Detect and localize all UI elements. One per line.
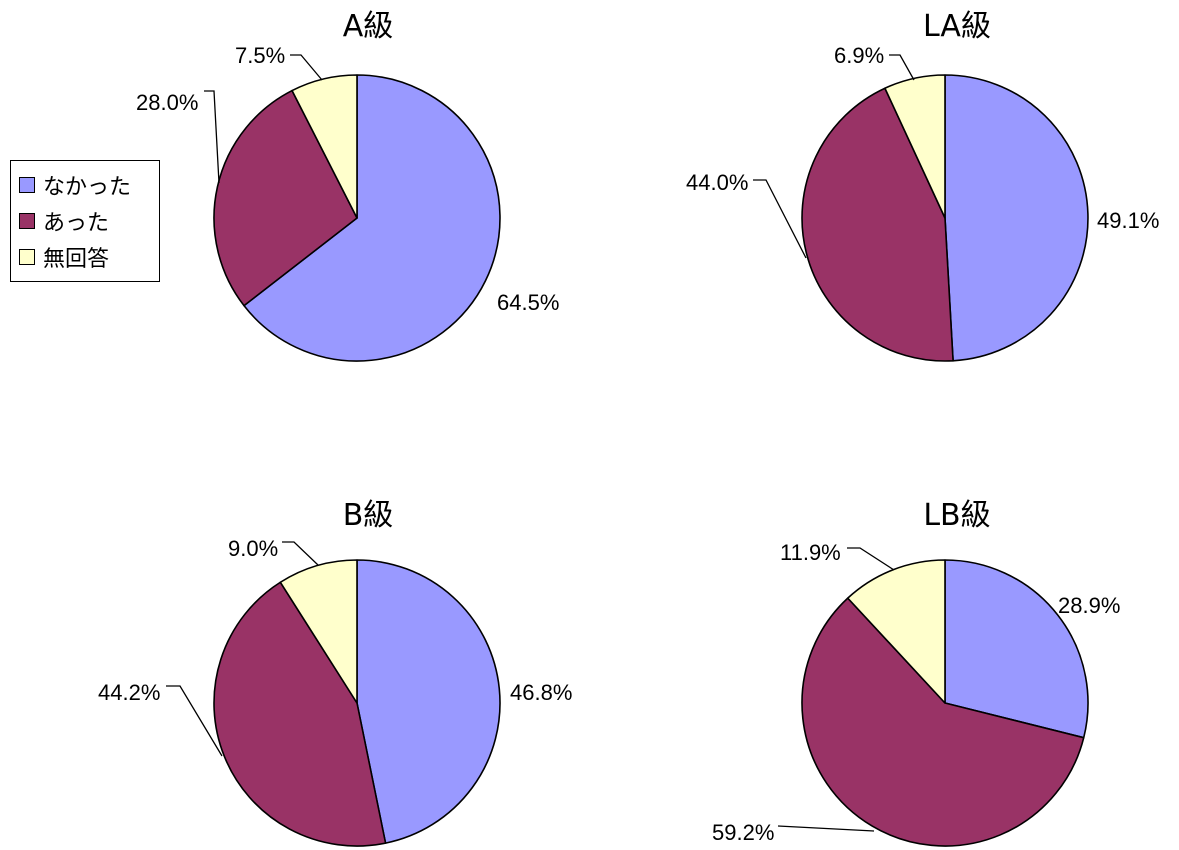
pct-label-la-nakatta: 49.1% bbox=[1097, 208, 1159, 233]
chart-title-a: A級 bbox=[343, 9, 394, 44]
leader-line-la-mukaitou bbox=[889, 54, 915, 81]
slice-b-atta bbox=[213, 581, 387, 847]
pct-label-lb-mukaitou: 11.9% bbox=[780, 540, 841, 565]
slice-b-nakatta bbox=[356, 559, 501, 844]
legend-label-mukaitou: 無回答 bbox=[43, 247, 110, 272]
slice-a-atta bbox=[213, 89, 358, 307]
chart-title-la: LA級 bbox=[923, 9, 991, 44]
slice-a-nakatta bbox=[243, 74, 501, 362]
legend-swatch-nakatta bbox=[19, 177, 35, 193]
pie-chart-a: A級 64.5% 28.0% 7.5% bbox=[136, 9, 559, 362]
pct-label-lb-nakatta: 28.9% bbox=[1058, 593, 1120, 618]
legend: なかった あった 無回答 bbox=[10, 160, 160, 282]
pie-chart-b: B級 46.8% 44.2% 9.0% bbox=[98, 498, 572, 847]
pct-label-b-nakatta: 46.8% bbox=[510, 680, 572, 705]
legend-item-nakatta: なかった bbox=[19, 167, 159, 203]
leader-line-a-atta bbox=[204, 90, 220, 184]
pct-label-la-atta: 44.0% bbox=[686, 170, 748, 195]
slice-la-mukaitou bbox=[884, 74, 946, 219]
pie-chart-la: LA級 49.1% 44.0% 6.9% bbox=[686, 9, 1159, 362]
pct-label-a-nakatta: 64.5% bbox=[497, 290, 559, 315]
pct-label-la-mukaitou: 6.9% bbox=[834, 43, 884, 68]
leader-line-lb-atta bbox=[777, 825, 875, 832]
slice-lb-atta bbox=[801, 597, 1085, 847]
pct-label-b-mukaitou: 9.0% bbox=[228, 536, 278, 561]
leader-line-a-mukaitou bbox=[290, 54, 323, 81]
pct-label-a-atta: 28.0% bbox=[136, 90, 198, 115]
legend-swatch-atta bbox=[19, 213, 35, 229]
slice-a-mukaitou bbox=[291, 74, 358, 219]
pct-label-lb-atta: 59.2% bbox=[712, 820, 774, 845]
slice-lb-nakatta bbox=[944, 559, 1089, 739]
leader-line-la-atta bbox=[753, 179, 807, 259]
pct-label-b-atta: 44.2% bbox=[98, 680, 160, 705]
slice-b-mukaitou bbox=[279, 559, 358, 704]
legend-label-atta: あった bbox=[43, 211, 110, 236]
chart-title-b: B級 bbox=[343, 498, 394, 533]
legend-item-atta: あった bbox=[19, 203, 159, 239]
slice-la-atta bbox=[801, 87, 954, 362]
legend-swatch-mukaitou bbox=[19, 249, 35, 265]
legend-item-mukaitou: 無回答 bbox=[19, 239, 159, 275]
leader-line-b-atta bbox=[166, 685, 223, 757]
chart-title-lb: LB級 bbox=[923, 498, 990, 533]
leader-line-lb-mukaitou bbox=[847, 547, 895, 571]
legend-label-nakatta: なかった bbox=[43, 175, 132, 200]
pct-label-a-mukaitou: 7.5% bbox=[235, 43, 285, 68]
slice-la-nakatta bbox=[944, 74, 1089, 362]
pie-chart-lb: LB級 28.9% 59.2% 11.9% bbox=[712, 498, 1120, 847]
leader-line-b-mukaitou bbox=[282, 541, 319, 566]
